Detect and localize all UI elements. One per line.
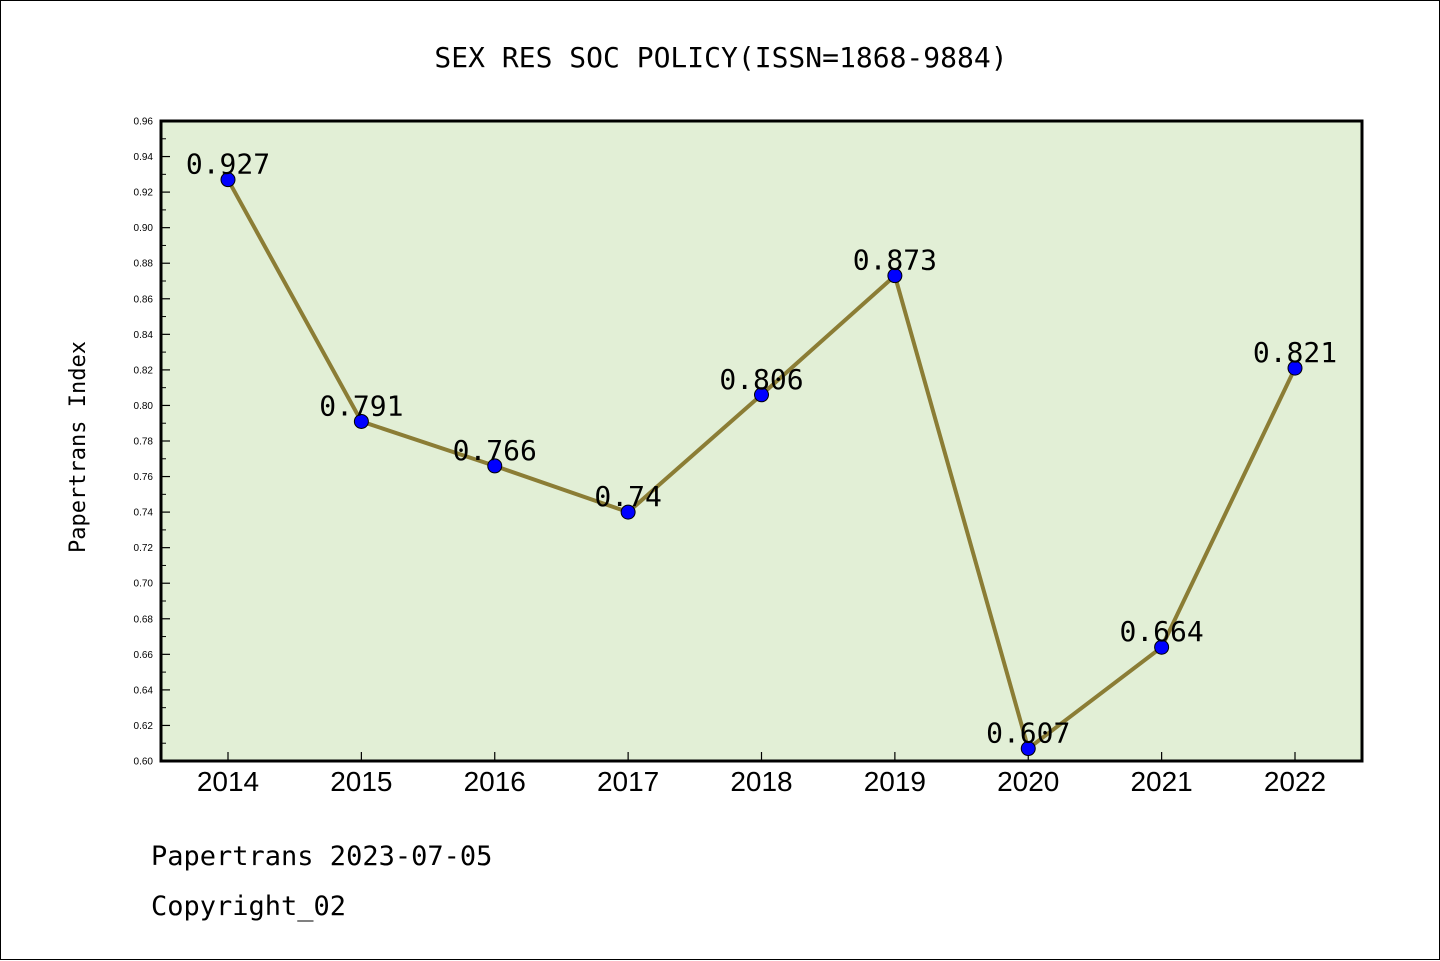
data-point	[887, 268, 903, 284]
data-label: 0.766	[453, 434, 537, 467]
x-tick-label: 2015	[330, 766, 392, 797]
data-label: 0.791	[319, 389, 403, 422]
x-tick-label: 2020	[997, 766, 1059, 797]
y-tick-label: 0.76	[134, 472, 154, 483]
y-tick-label: 0.68	[134, 614, 154, 625]
y-axis: 0.60 0.62 0.64 0.66 0.68 0.70 0.72 0.74 0.76 0.78…	[134, 117, 170, 768]
data-point	[353, 413, 369, 429]
plot-border	[159, 119, 1364, 763]
data-point	[620, 504, 636, 520]
data-point	[754, 387, 769, 403]
data-label: 0.806	[719, 363, 803, 396]
y-tick-label: 0.86	[134, 294, 154, 305]
data-label: 0.607	[986, 717, 1070, 750]
x-axis: 2014 2015 2016 2017 2018 2019 2020 2021 2022	[197, 752, 1326, 797]
x-tick-label: 2022	[1264, 766, 1326, 797]
y-tick-label: 0.94	[134, 152, 154, 163]
plot-area	[161, 121, 1362, 761]
data-labels: 0.927 0.791 0.766 0.74 0.806 0.873 0.607 0.664 0…	[186, 148, 1337, 750]
y-tick-label: 0.96	[134, 117, 154, 128]
y-tick-label: 0.88	[134, 259, 154, 270]
y-tick-label: 0.78	[134, 437, 154, 448]
data-point	[1287, 360, 1303, 376]
x-tick-label: 2019	[864, 766, 926, 797]
y-tick-label: 0.64	[134, 685, 154, 696]
y-tick-label: 0.80	[134, 401, 154, 412]
y-tick-label: 0.84	[134, 330, 154, 341]
y-axis-label: Papertrans Index	[66, 341, 91, 553]
y-tick-label: 0.72	[134, 543, 154, 554]
x-tick-label: 2018	[730, 766, 792, 797]
x-tick-label: 2016	[464, 766, 526, 797]
y-tick-label: 0.70	[134, 579, 154, 590]
footer-copyright: Copyright_02	[151, 891, 346, 922]
y-tick-label: 0.90	[134, 223, 154, 234]
y-tick-label: 0.66	[134, 650, 154, 661]
data-point	[487, 458, 503, 474]
data-points	[220, 172, 1303, 757]
data-point	[1020, 741, 1036, 757]
y-tick-label: 0.92	[134, 188, 154, 199]
data-label: 0.664	[1119, 615, 1203, 648]
y-tick-label: 0.62	[134, 721, 154, 732]
y-tick-label: 0.60	[134, 757, 154, 768]
footer-date: Papertrans 2023-07-05	[151, 841, 492, 872]
data-label: 0.927	[186, 148, 270, 181]
data-label: 0.821	[1253, 336, 1337, 369]
data-point	[220, 172, 236, 188]
data-label: 0.74	[594, 480, 661, 513]
y-tick-label: 0.82	[134, 365, 154, 376]
data-point	[1154, 639, 1170, 655]
x-tick-label: 2017	[597, 766, 659, 797]
chart-title: SEX RES SOC POLICY(ISSN=1868-9884)	[434, 41, 1007, 74]
x-tick-label: 2021	[1130, 766, 1192, 797]
y-tick-label: 0.74	[134, 508, 154, 519]
data-label: 0.873	[853, 244, 937, 277]
x-tick-label: 2014	[197, 766, 259, 797]
